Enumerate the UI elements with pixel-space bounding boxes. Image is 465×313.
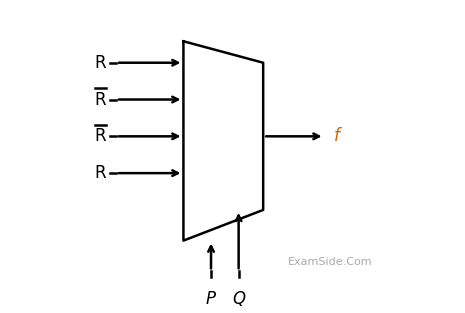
Text: f: f [334,127,339,145]
Text: R: R [95,90,106,109]
Text: Q: Q [232,290,245,308]
Text: R: R [95,54,106,72]
Text: P: P [206,290,216,308]
Text: ExamSide.Com: ExamSide.Com [288,257,373,267]
Text: R: R [95,127,106,145]
Text: R: R [95,164,106,182]
